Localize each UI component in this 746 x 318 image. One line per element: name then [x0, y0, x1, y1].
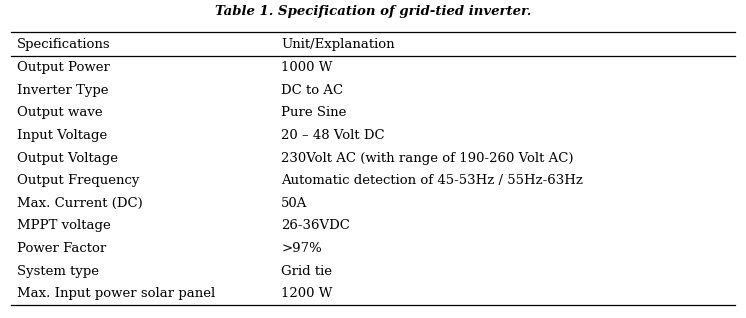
Text: Specifications: Specifications	[17, 38, 111, 51]
Text: Output Frequency: Output Frequency	[17, 174, 140, 187]
Text: Automatic detection of 45-53Hz / 55Hz-63Hz: Automatic detection of 45-53Hz / 55Hz-63…	[281, 174, 583, 187]
Text: MPPT voltage: MPPT voltage	[17, 219, 111, 232]
Text: DC to AC: DC to AC	[281, 84, 343, 97]
Text: Max. Current (DC): Max. Current (DC)	[17, 197, 143, 210]
Text: 20 – 48 Volt DC: 20 – 48 Volt DC	[281, 129, 385, 142]
Text: System type: System type	[17, 265, 99, 278]
Text: Max. Input power solar panel: Max. Input power solar panel	[17, 287, 216, 301]
Text: Power Factor: Power Factor	[17, 242, 107, 255]
Text: Output wave: Output wave	[17, 106, 103, 119]
Text: Table 1. Specification of grid-tied inverter.: Table 1. Specification of grid-tied inve…	[215, 5, 531, 18]
Text: 26-36VDC: 26-36VDC	[281, 219, 350, 232]
Text: Grid tie: Grid tie	[281, 265, 332, 278]
Text: Pure Sine: Pure Sine	[281, 106, 347, 119]
Text: Inverter Type: Inverter Type	[17, 84, 109, 97]
Text: 1000 W: 1000 W	[281, 61, 333, 74]
Text: Output Power: Output Power	[17, 61, 110, 74]
Text: 230Volt AC (with range of 190-260 Volt AC): 230Volt AC (with range of 190-260 Volt A…	[281, 151, 574, 164]
Text: >97%: >97%	[281, 242, 322, 255]
Text: Input Voltage: Input Voltage	[17, 129, 107, 142]
Text: Unit/Explanation: Unit/Explanation	[281, 38, 395, 51]
Text: Output Voltage: Output Voltage	[17, 151, 118, 164]
Text: 50A: 50A	[281, 197, 307, 210]
Text: 1200 W: 1200 W	[281, 287, 333, 301]
